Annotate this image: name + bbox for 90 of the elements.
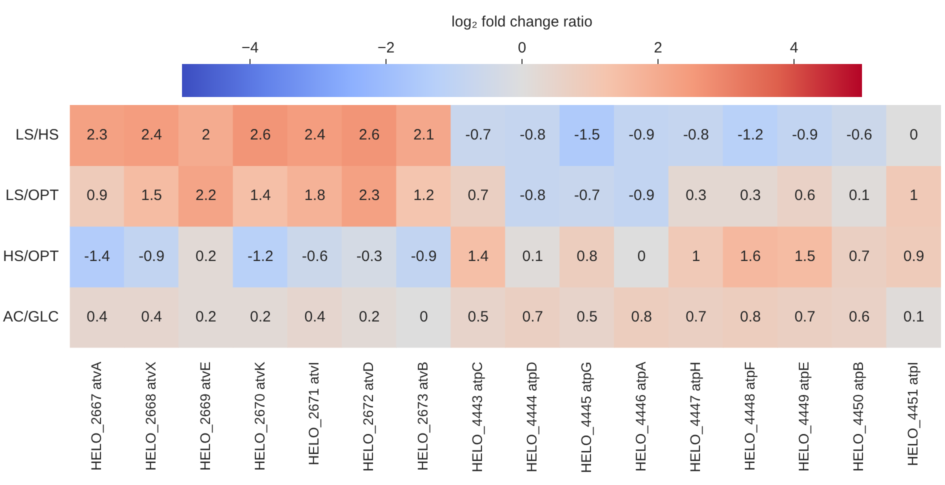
data-label: 0.8 xyxy=(576,248,598,265)
data-label: 0.7 xyxy=(686,308,706,326)
data-label: -0.7 xyxy=(574,187,600,204)
data-label: 0.1 xyxy=(903,308,924,326)
data-label: -0.8 xyxy=(520,126,546,144)
y-tick-label: LS/HS xyxy=(15,126,59,144)
data-label: 2.6 xyxy=(250,126,271,144)
data-label: -0.9 xyxy=(410,248,437,265)
data-label: 2.1 xyxy=(413,126,434,144)
data-label: 0 xyxy=(637,248,646,265)
data-label: 0.9 xyxy=(903,248,924,265)
data-label: 1.5 xyxy=(141,187,162,204)
data-label: 2.4 xyxy=(304,126,326,144)
data-label: 1.4 xyxy=(468,248,489,265)
data-label: -1.2 xyxy=(738,126,764,144)
data-label: 0.7 xyxy=(794,308,816,326)
data-label: 1.4 xyxy=(250,187,271,204)
color-bar-title: log₂ fold change ratio xyxy=(452,14,592,31)
data-label: -0.9 xyxy=(628,187,654,204)
y-tick-label: LS/OPT xyxy=(5,187,59,204)
data-label: 0.3 xyxy=(686,187,706,204)
color-bar-label: −2 xyxy=(377,40,395,57)
data-label: 0.5 xyxy=(468,308,489,326)
data-label: 0.2 xyxy=(358,308,380,326)
data-label: 2 xyxy=(202,126,210,144)
x-tick-label: HELO_2670 atvK xyxy=(251,361,268,471)
data-label: 0.4 xyxy=(141,308,162,326)
color-bar-label: 2 xyxy=(654,40,662,57)
data-label: 0.4 xyxy=(86,308,108,326)
data-label: -0.3 xyxy=(356,248,382,265)
x-tick-label: HELO_4446 atpA xyxy=(632,361,648,472)
data-label: 1 xyxy=(910,187,918,204)
x-tick-label: HELO_2669 atvE xyxy=(196,362,213,471)
data-label: 1 xyxy=(692,248,700,265)
x-tick-label: HELO_2673 atvB xyxy=(414,362,431,471)
data-label: -0.8 xyxy=(683,126,709,144)
x-tick-label: HELO_4449 atpE xyxy=(796,362,812,472)
data-label: 0.2 xyxy=(250,308,271,326)
data-label: -1.2 xyxy=(247,248,274,265)
data-label: 0.4 xyxy=(304,308,326,326)
x-tick-label: HELO_4447 atpH xyxy=(686,362,703,472)
x-tick-label: HELO_4445 atpG xyxy=(578,362,594,473)
data-label: 1.5 xyxy=(794,248,816,265)
data-label: -0.9 xyxy=(628,126,654,144)
data-label: 0.3 xyxy=(740,187,761,204)
data-label: 0.5 xyxy=(576,308,598,326)
data-label: -0.6 xyxy=(302,248,328,265)
y-tick-label: AC/GLC xyxy=(2,308,59,326)
data-label: 2.2 xyxy=(196,187,216,204)
x-tick-label: HELO_2672 atvD xyxy=(360,362,376,472)
x-tick-label: HELO_4451 atpI xyxy=(904,362,921,466)
x-tick-label: HELO_2671 atvI xyxy=(306,362,322,466)
color-bar-label: −4 xyxy=(241,40,259,57)
data-label: -0.8 xyxy=(520,187,546,204)
data-label: -0.9 xyxy=(792,126,818,144)
data-label: -0.7 xyxy=(465,126,492,144)
data-label: 0.7 xyxy=(848,248,870,265)
data-label: 2.3 xyxy=(358,187,380,204)
data-label: 0.9 xyxy=(86,187,108,204)
x-tick-label: HELO_4444 atpD xyxy=(524,362,540,472)
color-bar-label: 4 xyxy=(790,40,798,57)
data-label: 2.6 xyxy=(358,126,380,144)
data-label: 0 xyxy=(420,308,428,326)
data-label: 0.1 xyxy=(848,187,870,204)
data-label: 0.2 xyxy=(196,308,216,326)
data-label: 0.8 xyxy=(631,308,652,326)
data-label: -0.9 xyxy=(138,248,164,265)
data-label: -1.4 xyxy=(84,248,110,265)
data-label: 2.4 xyxy=(141,126,162,144)
data-label: 2.3 xyxy=(86,126,108,144)
data-label: -0.6 xyxy=(846,126,872,144)
color-bar-label: 0 xyxy=(518,40,526,57)
x-tick-label: HELO_2668 atvX xyxy=(142,361,158,471)
data-label: 0.8 xyxy=(740,308,761,326)
data-label: 0.2 xyxy=(196,248,216,265)
data-label: 1.8 xyxy=(304,187,326,204)
data-label: 0.1 xyxy=(522,248,544,265)
data-label: 1.6 xyxy=(740,248,761,265)
data-label: 0.7 xyxy=(468,187,489,204)
x-tick-label: HELO_4450 atpB xyxy=(850,362,866,472)
y-tick-label: HS/OPT xyxy=(3,248,59,265)
x-tick-label: HELO_2667 atvA xyxy=(88,361,104,471)
data-label: 0.6 xyxy=(794,187,816,204)
x-tick-label: HELO_4448 atpF xyxy=(741,362,758,471)
data-label: 0.7 xyxy=(522,308,544,326)
data-label: -1.5 xyxy=(574,126,600,144)
data-label: 0.6 xyxy=(848,308,870,326)
x-tick-label: HELO_4443 atpC xyxy=(469,362,486,472)
data-label: 1.2 xyxy=(413,187,434,204)
data-label: 0 xyxy=(910,126,918,144)
